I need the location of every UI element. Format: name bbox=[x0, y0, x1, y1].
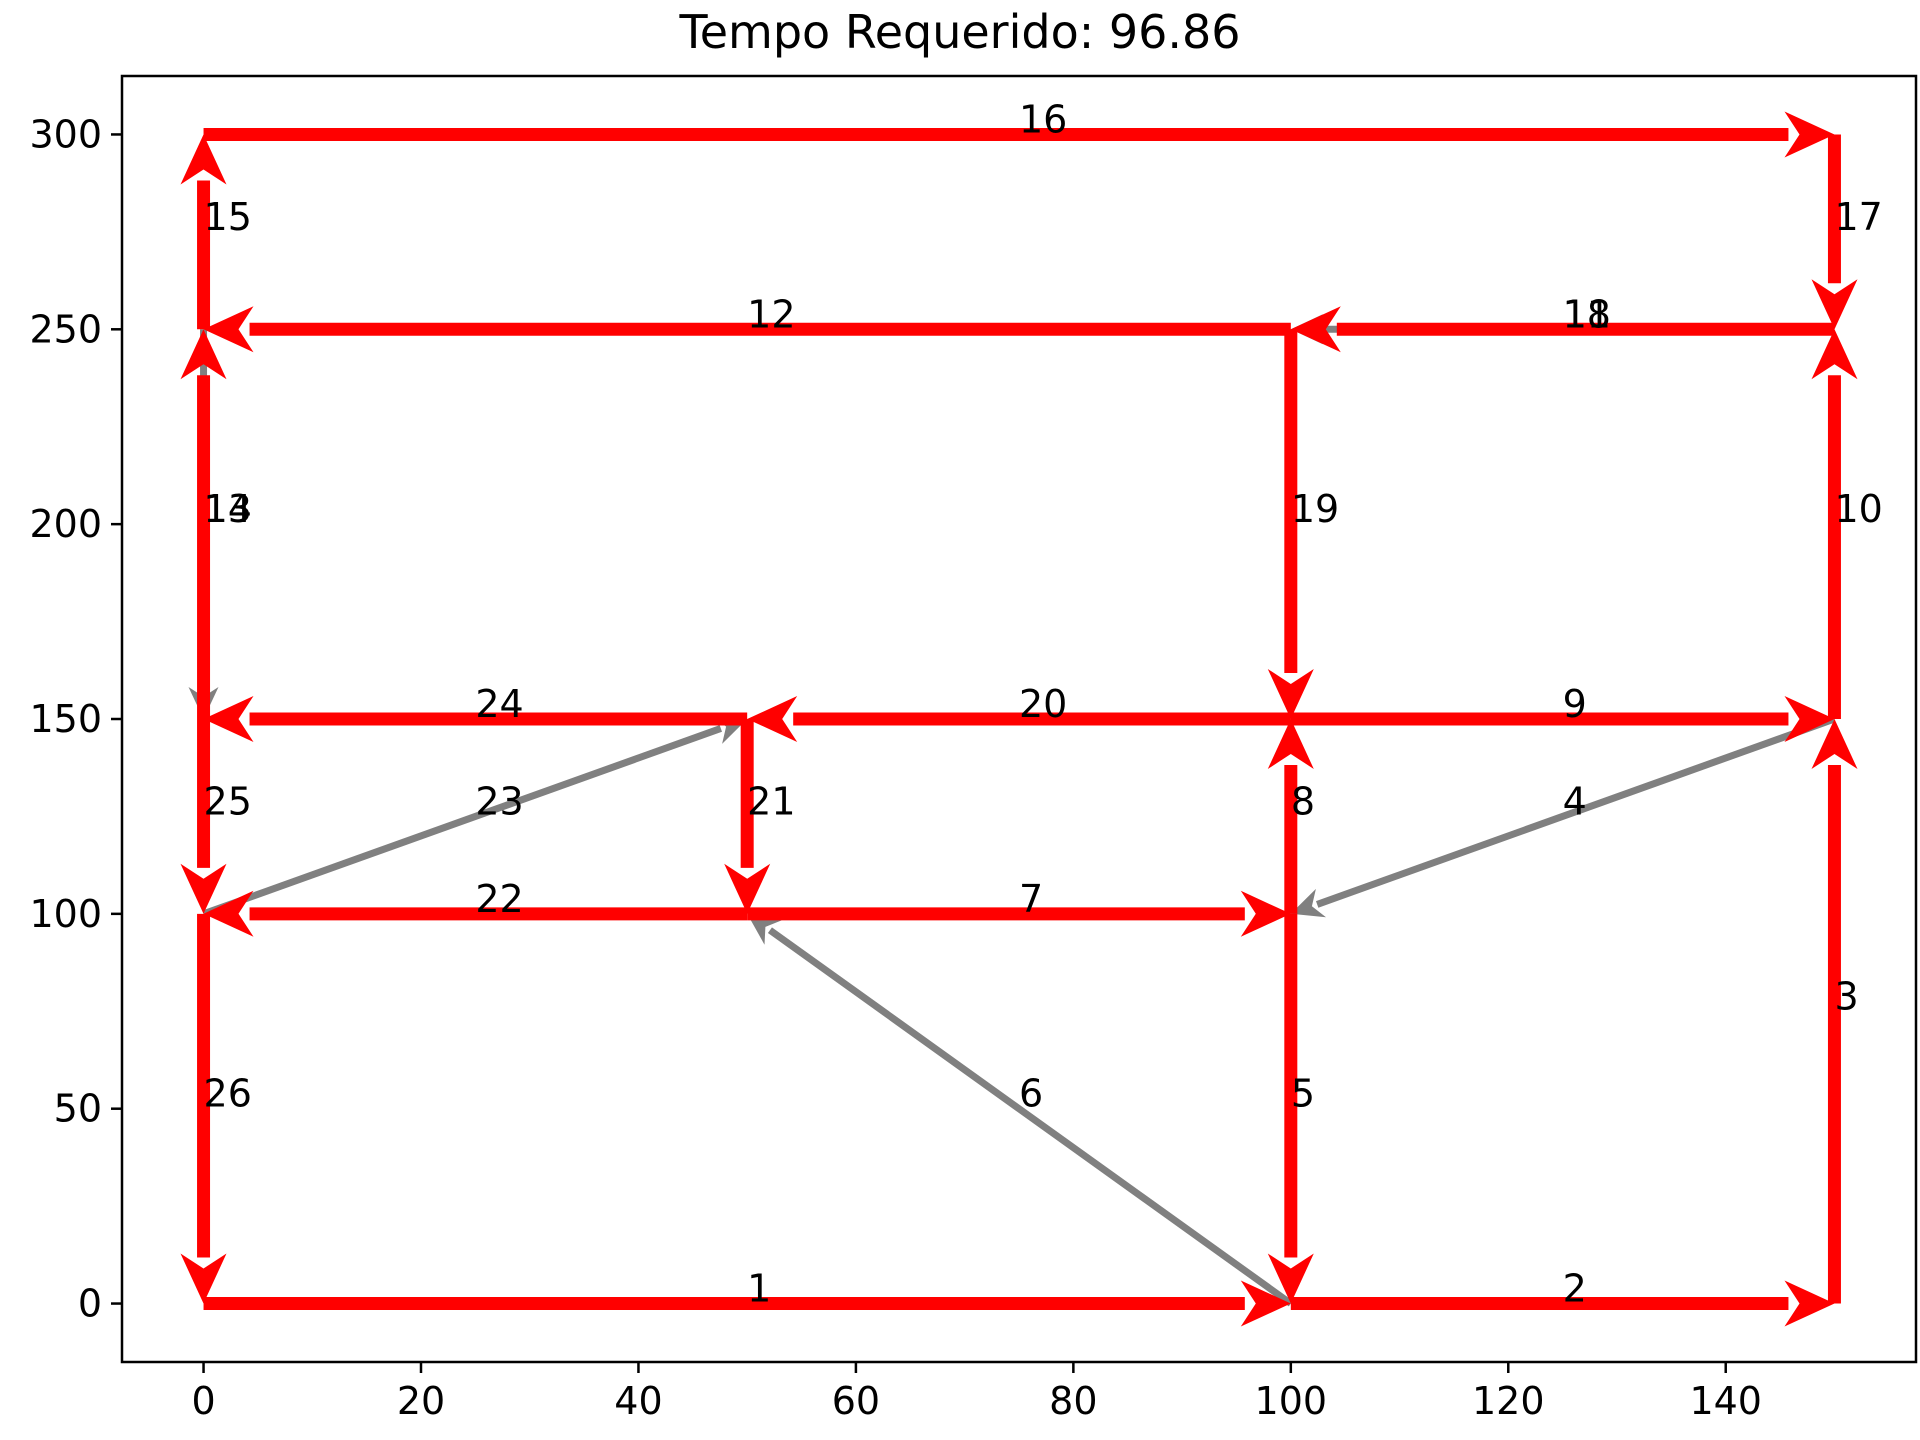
edge-label-25: 25 bbox=[204, 779, 252, 823]
x-tick-label: 40 bbox=[614, 1379, 662, 1423]
edge-label-26: 26 bbox=[204, 1072, 252, 1116]
edge-label-14: 14 bbox=[204, 487, 252, 531]
edge-arrowhead bbox=[203, 306, 254, 353]
edge-arrowhead bbox=[1240, 1280, 1291, 1327]
edge-arrowhead bbox=[1267, 1253, 1314, 1304]
edge-label-23: 23 bbox=[475, 779, 523, 823]
edge-arrow-17 bbox=[1811, 134, 1858, 330]
edge-arrow-26 bbox=[180, 913, 227, 1304]
edge-label-7: 7 bbox=[1019, 877, 1043, 921]
y-axis: 0 50 100 150 200 250 300 bbox=[29, 112, 122, 1326]
edge-arrow-8 bbox=[1267, 719, 1314, 914]
edge-arrow-5 bbox=[1267, 913, 1314, 1304]
edges-layer bbox=[180, 111, 1858, 1327]
edge-label-1: 1 bbox=[747, 1267, 771, 1311]
edge-arrow-10 bbox=[1811, 329, 1858, 719]
edge-label-21: 21 bbox=[747, 779, 795, 823]
edge-arrowhead bbox=[180, 1253, 227, 1304]
edge-label-5: 5 bbox=[1291, 1072, 1315, 1116]
edge-arrow-19 bbox=[1267, 329, 1314, 719]
edge-label-17: 17 bbox=[1834, 195, 1882, 239]
edge-arrow-3 bbox=[1811, 719, 1858, 1304]
chart-title: Tempo Requerido: 96.86 bbox=[678, 5, 1240, 59]
x-tick-label: 140 bbox=[1689, 1379, 1762, 1423]
edge-arrow-15 bbox=[180, 134, 227, 330]
edge-shaft bbox=[202, 725, 723, 918]
edge-label-10: 10 bbox=[1834, 487, 1882, 531]
y-tick-label: 0 bbox=[78, 1282, 102, 1326]
edge-arrowhead bbox=[1267, 669, 1314, 719]
edge-arrowhead bbox=[1811, 719, 1858, 769]
y-tick-label: 250 bbox=[29, 307, 102, 351]
edge-labels-layer: 1 234567891011121314151617181920212223242… bbox=[204, 97, 1883, 1310]
edge-arrow-12 bbox=[203, 306, 1291, 353]
edge-arrowhead bbox=[203, 696, 254, 742]
y-tick-label: 100 bbox=[29, 892, 102, 936]
edge-arrowhead bbox=[203, 890, 254, 937]
edge-label-15: 15 bbox=[204, 195, 252, 239]
x-tick-label: 0 bbox=[191, 1379, 215, 1423]
edge-label-13: 13 bbox=[204, 487, 252, 531]
edge-arrowhead bbox=[1811, 279, 1858, 330]
edge-arrowhead bbox=[1290, 888, 1326, 918]
x-axis: 0 20 40 60 80 100 120 140 bbox=[191, 1362, 1762, 1423]
edge-arrow-1 bbox=[203, 1280, 1291, 1327]
edge-label-19: 19 bbox=[1291, 487, 1339, 531]
edge-arrowhead bbox=[180, 863, 227, 914]
edge-label-4: 4 bbox=[1563, 779, 1587, 823]
edge-arrowhead bbox=[1784, 111, 1835, 158]
edge-arrowhead bbox=[747, 913, 782, 945]
edge-label-8: 8 bbox=[1291, 779, 1315, 823]
edge-arrow-24 bbox=[203, 696, 748, 742]
y-tick-label: 50 bbox=[54, 1087, 102, 1131]
edge-label-2: 2 bbox=[1563, 1267, 1587, 1311]
x-tick-label: 80 bbox=[1049, 1379, 1097, 1423]
edge-arrowhead bbox=[1240, 890, 1291, 937]
edge-label-18: 18 bbox=[1563, 292, 1611, 336]
edge-label-22: 22 bbox=[475, 877, 523, 921]
edge-arrowhead bbox=[1811, 329, 1858, 380]
edge-arrow-21 bbox=[724, 719, 771, 914]
x-tick-label: 20 bbox=[397, 1379, 445, 1423]
edge-arrowhead bbox=[747, 696, 798, 742]
edge-arrow-11 bbox=[1290, 306, 1835, 353]
edge-arrowhead bbox=[724, 863, 771, 914]
edge-arrow-4 bbox=[1290, 715, 1836, 918]
edge-arrowhead bbox=[1290, 306, 1341, 353]
x-tick-label: 100 bbox=[1255, 1379, 1328, 1423]
edge-label-20: 20 bbox=[1019, 682, 1067, 726]
edge-arrow-25 bbox=[180, 719, 227, 914]
x-tick-label: 60 bbox=[832, 1379, 880, 1423]
edge-arrow-22 bbox=[203, 890, 748, 937]
edge-label-9: 9 bbox=[1563, 682, 1587, 726]
edge-arrowhead bbox=[180, 329, 227, 380]
edge-arrow-2 bbox=[1290, 1280, 1835, 1327]
edge-arrow-14 bbox=[180, 329, 227, 719]
y-tick-label: 150 bbox=[29, 697, 102, 741]
edge-label-11: 11 bbox=[1563, 292, 1611, 336]
edge-arrowhead bbox=[1784, 1280, 1835, 1327]
edge-shaft bbox=[767, 927, 1293, 1307]
edge-label-3: 3 bbox=[1834, 974, 1858, 1018]
x-tick-label: 120 bbox=[1472, 1379, 1545, 1423]
edge-arrow-16 bbox=[203, 111, 1835, 158]
edge-label-16: 16 bbox=[1019, 97, 1067, 141]
y-tick-label: 200 bbox=[29, 502, 102, 546]
edge-label-12: 12 bbox=[747, 292, 795, 336]
edge-arrow-7 bbox=[747, 890, 1291, 937]
edge-arrow-9 bbox=[1290, 696, 1835, 742]
edge-arrowhead bbox=[1267, 719, 1314, 769]
y-tick-label: 300 bbox=[29, 112, 102, 156]
edge-shaft bbox=[1315, 715, 1836, 908]
edge-arrow-20 bbox=[747, 696, 1291, 742]
edge-arrowhead bbox=[180, 134, 227, 185]
edge-label-6: 6 bbox=[1019, 1072, 1043, 1116]
edge-arrow-6 bbox=[747, 913, 1293, 1307]
edge-arrowhead bbox=[1784, 696, 1835, 742]
edge-label-24: 24 bbox=[475, 682, 523, 726]
